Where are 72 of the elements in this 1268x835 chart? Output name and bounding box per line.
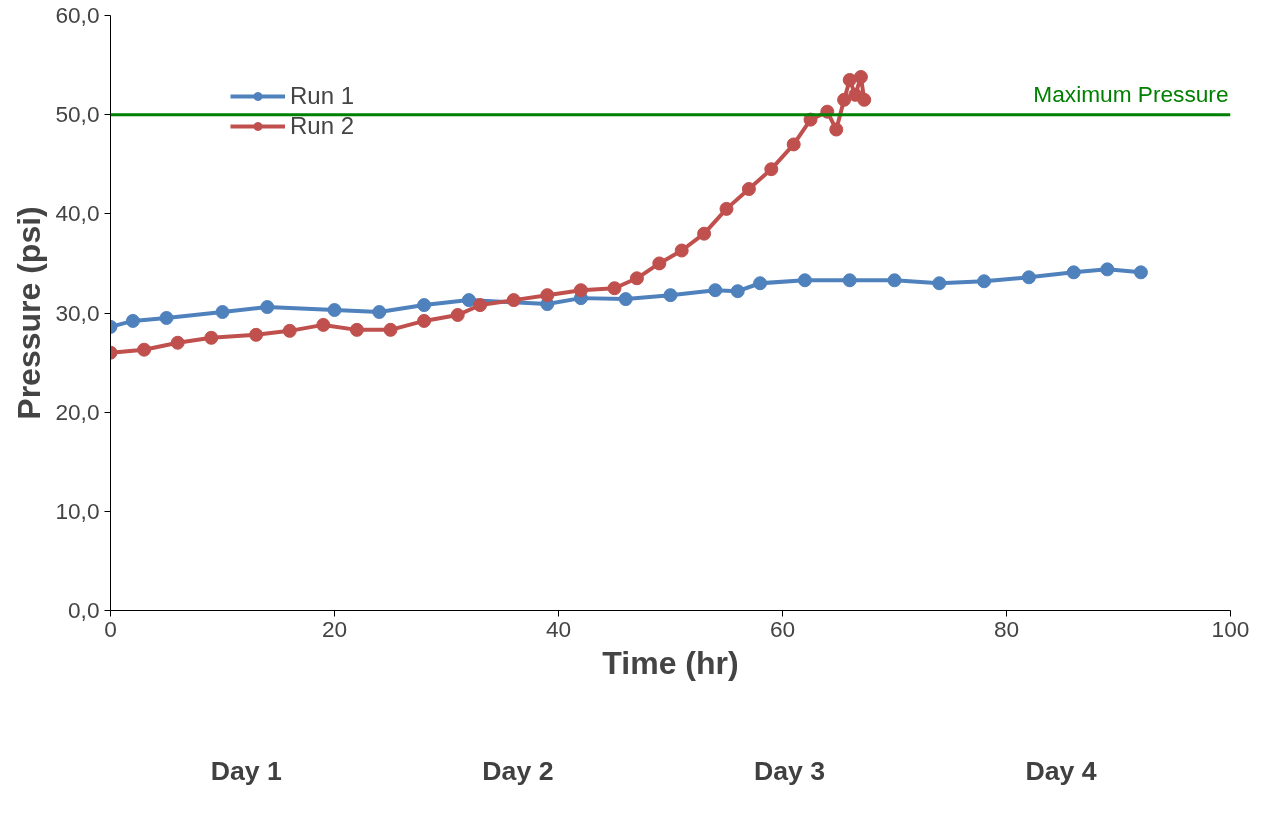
point bbox=[1066, 265, 1081, 280]
text: Day 1 bbox=[210, 755, 283, 786]
x-tick-label: 60 bbox=[769, 615, 796, 642]
point bbox=[327, 303, 342, 318]
point bbox=[372, 305, 387, 319]
point bbox=[1021, 270, 1036, 285]
point bbox=[204, 330, 219, 345]
point bbox=[797, 273, 812, 288]
point bbox=[618, 292, 633, 307]
point bbox=[1100, 262, 1115, 277]
point bbox=[629, 271, 644, 286]
x-axis-title: Time (hr) bbox=[602, 644, 739, 681]
x-tick-label: 40 bbox=[545, 615, 572, 642]
point bbox=[741, 182, 756, 197]
point bbox=[842, 273, 857, 288]
point bbox=[842, 72, 857, 87]
point bbox=[316, 317, 331, 332]
point bbox=[417, 298, 432, 313]
text: Day 2 bbox=[482, 755, 554, 786]
y-tick-label: 0,0 bbox=[68, 597, 100, 623]
point bbox=[663, 288, 678, 303]
y-axis-title: Pressure (psi) bbox=[11, 206, 48, 420]
point bbox=[282, 323, 297, 338]
point bbox=[417, 313, 432, 328]
point bbox=[977, 274, 992, 289]
point bbox=[708, 283, 723, 298]
text: Day 3 bbox=[753, 755, 826, 786]
point bbox=[607, 281, 622, 296]
x-tick-label: 0 bbox=[104, 615, 117, 642]
point bbox=[215, 305, 230, 319]
x-tick-label: 80 bbox=[993, 615, 1020, 642]
point bbox=[450, 308, 465, 322]
ref-line-label: Maximum Pressure bbox=[1033, 80, 1229, 107]
point bbox=[159, 310, 174, 325]
point bbox=[857, 92, 872, 107]
y-tick-label: 50,0 bbox=[55, 101, 100, 128]
point bbox=[461, 293, 476, 308]
point bbox=[506, 293, 521, 308]
point bbox=[473, 298, 488, 313]
point bbox=[753, 276, 768, 291]
point bbox=[383, 322, 398, 337]
point bbox=[125, 313, 140, 328]
point bbox=[349, 322, 364, 337]
y-tick-label: 60,0 bbox=[55, 2, 100, 28]
y-tick-label: 20,0 bbox=[55, 398, 100, 425]
x-tick-label: 100 bbox=[1211, 615, 1250, 642]
point bbox=[730, 284, 745, 299]
point bbox=[697, 226, 712, 241]
point bbox=[540, 288, 555, 303]
y-tick-label: 40,0 bbox=[55, 200, 100, 227]
point bbox=[249, 327, 264, 342]
y-tick-label: 10,0 bbox=[55, 497, 100, 524]
point bbox=[137, 342, 152, 357]
text: Day 4 bbox=[1025, 755, 1097, 786]
point bbox=[829, 122, 844, 137]
x-tick-label: 20 bbox=[321, 615, 348, 642]
point bbox=[573, 283, 588, 298]
point bbox=[837, 92, 852, 107]
point bbox=[674, 243, 689, 258]
point bbox=[853, 70, 868, 84]
point bbox=[260, 300, 275, 315]
point bbox=[719, 201, 734, 216]
point bbox=[764, 162, 779, 177]
legend-label: Run 2 bbox=[290, 112, 355, 140]
point bbox=[170, 335, 185, 350]
y-tick-label: 30,0 bbox=[55, 299, 100, 326]
point bbox=[652, 256, 667, 271]
point bbox=[786, 137, 801, 152]
point bbox=[1133, 265, 1148, 280]
point bbox=[887, 273, 902, 288]
legend-label: Run 1 bbox=[290, 82, 355, 110]
point bbox=[932, 276, 947, 291]
